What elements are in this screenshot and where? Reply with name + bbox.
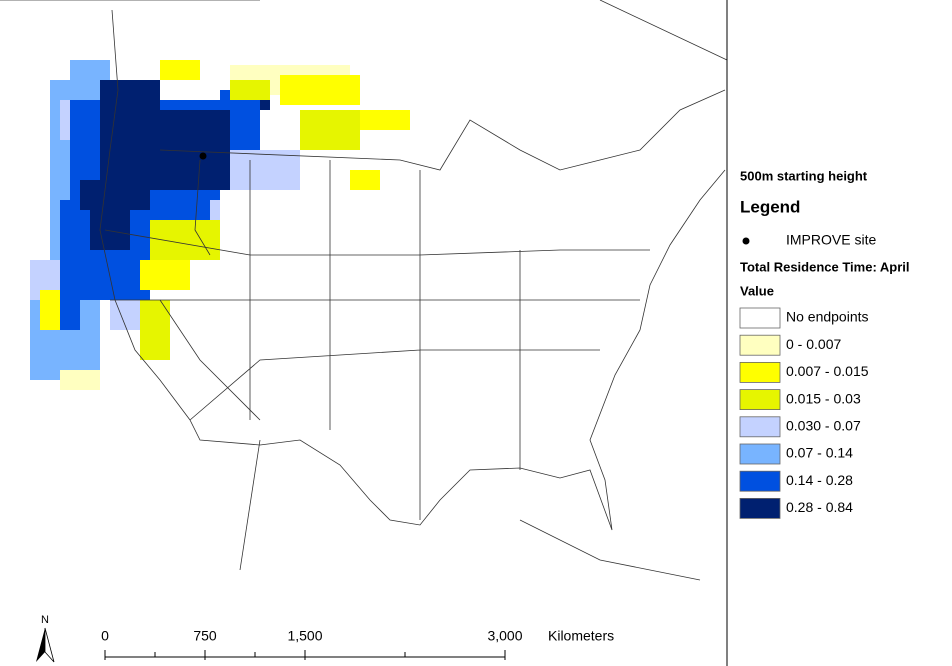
field-title: Value <box>740 283 774 298</box>
legend-label: 0.07 - 0.14 <box>786 445 853 461</box>
legend-label: 0.030 - 0.07 <box>786 418 861 434</box>
site-label: IMPROVE site <box>786 232 876 248</box>
legend-swatch <box>739 497 781 519</box>
subtitle: 500m starting height <box>740 168 868 183</box>
legend-label: 0 - 0.007 <box>786 336 841 352</box>
legend: 500m starting height Legend IMPROVE site… <box>739 168 910 519</box>
legend-swatch <box>739 334 781 356</box>
site-symbol <box>742 237 750 245</box>
legend-title: Legend <box>740 197 800 216</box>
legend-label: No endpoints <box>786 309 869 325</box>
legend-swatch <box>739 416 781 438</box>
legend-label: 0.007 - 0.015 <box>786 363 869 379</box>
legend-swatch <box>739 361 781 383</box>
residence-grid <box>30 60 410 390</box>
improve-site <box>199 152 207 160</box>
map-frame <box>0 0 728 581</box>
scale-tick-label: 0 <box>101 628 109 644</box>
north-arrow: N <box>36 614 55 663</box>
legend-label: 0.015 - 0.03 <box>786 390 861 406</box>
scale-tick-label: 1,500 <box>287 628 322 644</box>
legend-label: 0.14 - 0.28 <box>786 472 853 488</box>
legend-swatch <box>739 470 781 492</box>
legend-label: 0.28 - 0.84 <box>786 499 853 515</box>
layer-title: Total Residence Time: April <box>740 259 910 274</box>
scale-tick-label: 750 <box>193 628 217 644</box>
legend-swatch <box>739 307 781 329</box>
legend-swatch <box>739 443 781 465</box>
scale-bar: Kilometers 0 750 1,500 3,000 <box>101 628 614 660</box>
scale-tick-label: 3,000 <box>487 628 522 644</box>
legend-swatch <box>739 389 781 411</box>
scale-unit: Kilometers <box>548 628 614 644</box>
basemap-outlines <box>0 0 728 581</box>
north-label: N <box>41 614 49 626</box>
